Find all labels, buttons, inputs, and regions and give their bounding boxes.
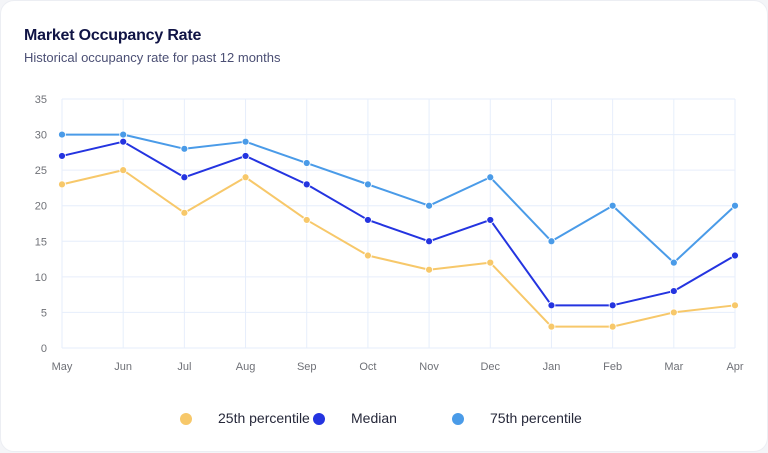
x-tick-label: Dec [480, 361, 500, 373]
x-tick-label: Aug [236, 361, 256, 373]
legend-label[interactable]: 25th percentile [218, 410, 310, 426]
legend-marker [452, 413, 464, 425]
legend-label[interactable]: 75th percentile [490, 410, 582, 426]
data-point [241, 152, 250, 160]
data-point [486, 258, 495, 267]
x-tick-label: Jul [177, 361, 191, 373]
x-tick-label: Apr [726, 361, 743, 373]
data-point [119, 166, 128, 175]
data-point [119, 137, 128, 146]
chart-title: Market Occupancy Rate [24, 27, 202, 44]
data-point [180, 208, 189, 217]
data-point [180, 144, 189, 153]
legend-marker [313, 413, 325, 425]
data-point [731, 251, 739, 260]
y-tick-label: 30 [35, 130, 47, 142]
y-tick-label: 20 [35, 201, 47, 213]
x-tick-label: Oct [359, 361, 376, 373]
x-tick-label: Mar [664, 361, 683, 373]
legend-marker [180, 413, 192, 425]
data-point [241, 137, 250, 146]
legend: 25th percentile Median 75th percentile [1, 409, 768, 429]
x-tick-label: Sep [297, 361, 317, 373]
data-point [302, 159, 311, 167]
data-point [547, 237, 556, 246]
data-point [119, 130, 128, 139]
data-point [669, 258, 678, 267]
legend-label[interactable]: Median [351, 410, 397, 426]
x-tick-label: Feb [603, 361, 622, 373]
data-point [731, 301, 739, 310]
data-point [608, 322, 617, 331]
y-tick-label: 10 [35, 272, 47, 284]
chart-subtitle: Historical occupancy rate for past 12 mo… [24, 50, 281, 65]
data-point [58, 152, 66, 160]
data-point [302, 216, 311, 224]
y-tick-label: 25 [35, 165, 47, 177]
series-line-75th-percentile [62, 133, 736, 264]
data-point [608, 201, 617, 210]
data-point [731, 201, 739, 210]
data-point [608, 301, 617, 310]
data-point [364, 180, 372, 189]
x-tick-label: Jan [543, 361, 561, 373]
data-point [486, 216, 495, 224]
data-point [364, 216, 372, 224]
y-tick-label: 35 [35, 94, 47, 106]
data-point [425, 201, 433, 210]
data-point [58, 130, 66, 139]
x-tick-label: Nov [419, 361, 439, 373]
data-point [364, 251, 372, 260]
data-point [241, 173, 250, 182]
y-tick-label: 15 [35, 236, 47, 248]
data-point [486, 173, 495, 182]
data-point [669, 287, 678, 295]
y-tick-label: 0 [41, 343, 47, 355]
data-point [669, 308, 678, 317]
data-point [547, 301, 556, 310]
series-line-median [61, 140, 736, 307]
y-tick-label: 5 [41, 307, 47, 319]
data-point [547, 322, 556, 331]
x-tick-label: May [52, 361, 73, 373]
data-point [180, 173, 189, 182]
data-point [302, 180, 311, 189]
x-tick-label: Jun [114, 361, 132, 373]
data-point [425, 265, 433, 274]
data-point [58, 180, 66, 189]
series-line-25th-percentile [61, 169, 736, 328]
data-point [425, 237, 433, 246]
